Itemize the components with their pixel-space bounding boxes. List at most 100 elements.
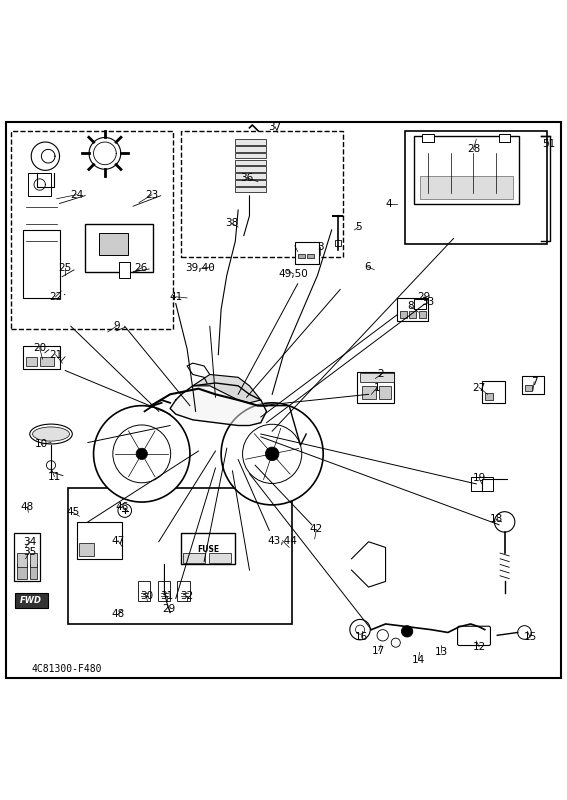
Bar xyxy=(17,565,27,578)
Text: 17: 17 xyxy=(372,646,386,656)
Text: 47: 47 xyxy=(111,536,125,546)
Text: 1: 1 xyxy=(374,382,380,393)
Text: 23: 23 xyxy=(145,190,159,200)
Text: 16: 16 xyxy=(355,632,369,642)
Bar xyxy=(11,130,173,329)
Text: 6: 6 xyxy=(364,262,371,272)
FancyBboxPatch shape xyxy=(235,159,266,166)
Bar xyxy=(362,386,376,399)
Text: 22: 22 xyxy=(49,292,62,302)
FancyBboxPatch shape xyxy=(235,153,266,158)
Text: 4C81300-F480: 4C81300-F480 xyxy=(31,664,101,674)
Text: 38: 38 xyxy=(225,218,238,228)
Circle shape xyxy=(113,425,171,482)
Text: 27: 27 xyxy=(472,382,486,393)
FancyBboxPatch shape xyxy=(23,230,60,298)
Bar xyxy=(30,565,37,578)
Circle shape xyxy=(350,619,370,640)
Text: 29: 29 xyxy=(162,604,176,614)
Bar xyxy=(14,534,40,582)
Text: 35: 35 xyxy=(23,547,36,557)
Text: 5: 5 xyxy=(355,222,362,232)
Bar xyxy=(335,240,341,246)
Text: 8: 8 xyxy=(407,302,414,311)
Bar xyxy=(379,386,391,399)
Bar xyxy=(177,582,190,602)
Text: 14: 14 xyxy=(412,654,425,665)
Bar xyxy=(158,582,170,602)
FancyBboxPatch shape xyxy=(235,180,266,186)
Text: 28: 28 xyxy=(467,144,480,154)
Text: 48: 48 xyxy=(20,502,34,511)
Text: 39,40: 39,40 xyxy=(185,263,214,274)
Circle shape xyxy=(243,424,302,483)
Text: 30: 30 xyxy=(139,590,153,601)
Bar xyxy=(409,311,416,318)
FancyBboxPatch shape xyxy=(235,139,266,145)
Polygon shape xyxy=(170,383,266,426)
Circle shape xyxy=(265,447,279,461)
Text: 36: 36 xyxy=(240,173,253,182)
Text: 29: 29 xyxy=(417,292,431,302)
Text: 9: 9 xyxy=(113,322,120,331)
Bar xyxy=(400,311,407,318)
Circle shape xyxy=(46,461,56,470)
Circle shape xyxy=(136,448,147,459)
Bar xyxy=(522,376,544,394)
Bar xyxy=(183,553,205,563)
Bar xyxy=(414,136,519,204)
Text: 3: 3 xyxy=(317,242,324,252)
Bar xyxy=(28,173,51,196)
Bar xyxy=(405,130,547,244)
Bar xyxy=(138,582,150,602)
Text: 11: 11 xyxy=(48,471,61,482)
Ellipse shape xyxy=(29,424,73,444)
Circle shape xyxy=(94,406,190,502)
Text: 37: 37 xyxy=(268,122,282,132)
Text: 25: 25 xyxy=(58,263,72,274)
Text: 15: 15 xyxy=(523,632,537,642)
Text: 46: 46 xyxy=(115,502,129,511)
Text: 42: 42 xyxy=(310,524,323,534)
Bar xyxy=(525,386,532,391)
Text: 13: 13 xyxy=(434,647,448,658)
Circle shape xyxy=(356,625,365,634)
Text: FWD: FWD xyxy=(20,596,42,606)
Circle shape xyxy=(118,504,132,518)
Bar xyxy=(482,382,505,403)
Bar xyxy=(414,299,426,310)
Bar xyxy=(17,553,27,567)
Bar xyxy=(471,477,493,490)
Bar xyxy=(209,553,231,563)
Text: 24: 24 xyxy=(70,190,83,200)
Bar xyxy=(23,346,60,369)
Bar xyxy=(26,358,37,366)
Text: 10: 10 xyxy=(35,439,48,450)
Text: 26: 26 xyxy=(134,263,147,274)
Bar xyxy=(119,262,130,278)
Text: 19: 19 xyxy=(472,474,486,483)
Bar xyxy=(181,534,235,565)
FancyBboxPatch shape xyxy=(458,626,490,646)
Bar xyxy=(68,488,292,624)
Bar xyxy=(422,134,434,142)
Bar xyxy=(419,311,426,318)
Text: 45: 45 xyxy=(66,507,79,518)
Text: 2: 2 xyxy=(378,370,384,379)
FancyBboxPatch shape xyxy=(235,174,266,179)
Bar xyxy=(181,130,343,257)
Bar xyxy=(499,134,510,142)
Text: 51: 51 xyxy=(542,138,556,149)
Polygon shape xyxy=(193,374,261,403)
Bar xyxy=(307,254,314,258)
Bar xyxy=(357,372,394,403)
Circle shape xyxy=(391,638,400,647)
Circle shape xyxy=(377,630,388,641)
FancyBboxPatch shape xyxy=(235,146,266,152)
FancyBboxPatch shape xyxy=(235,187,266,193)
Bar xyxy=(485,393,493,400)
Circle shape xyxy=(401,626,413,637)
Bar xyxy=(79,543,94,556)
Bar xyxy=(295,242,319,264)
Bar xyxy=(298,254,305,258)
